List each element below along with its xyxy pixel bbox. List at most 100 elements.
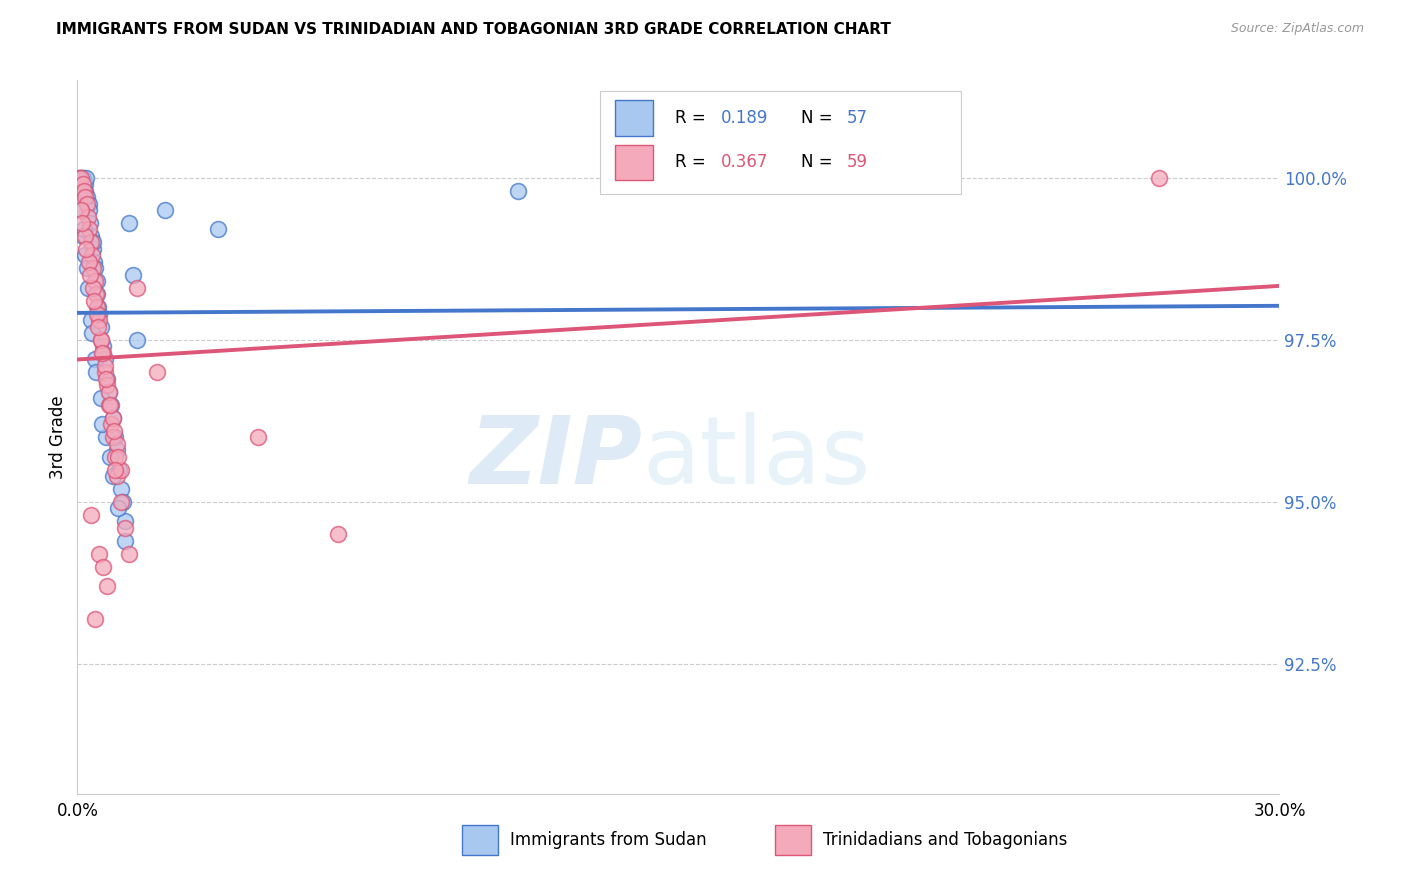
- Point: [114, 515, 136, 529]
- Point: [96, 378, 118, 392]
- Point: [94, 352, 117, 367]
- Point: [103, 430, 125, 444]
- Point: [86, 307, 108, 321]
- Point: [90, 319, 112, 334]
- Point: [75, 184, 97, 198]
- Text: 0.367: 0.367: [720, 153, 768, 171]
- Point: [110, 482, 132, 496]
- Point: [77, 210, 100, 224]
- Point: [83, 274, 105, 288]
- Point: [69, 202, 91, 217]
- Point: [94, 365, 117, 379]
- Point: [96, 430, 118, 444]
- Point: [127, 281, 149, 295]
- Point: [82, 261, 104, 276]
- Text: atlas: atlas: [643, 412, 870, 505]
- Point: [67, 170, 90, 185]
- Point: [1149, 170, 1171, 185]
- Point: [97, 384, 120, 399]
- Point: [104, 462, 127, 476]
- Point: [104, 450, 127, 464]
- Point: [67, 170, 90, 185]
- Point: [84, 612, 107, 626]
- Point: [83, 255, 105, 269]
- Point: [89, 313, 111, 327]
- Point: [80, 229, 103, 244]
- Point: [207, 222, 229, 236]
- Point: [70, 170, 93, 185]
- Point: [90, 333, 112, 347]
- Point: [72, 229, 94, 244]
- Point: [118, 216, 141, 230]
- Point: [73, 248, 96, 262]
- Point: [73, 184, 96, 198]
- Point: [114, 533, 136, 548]
- Point: [76, 196, 98, 211]
- Point: [118, 547, 141, 561]
- Point: [98, 398, 121, 412]
- Point: [86, 274, 108, 288]
- Point: [89, 307, 111, 321]
- Point: [101, 410, 124, 425]
- Point: [77, 281, 100, 295]
- Point: [77, 255, 100, 269]
- Point: [77, 196, 100, 211]
- Point: [91, 417, 114, 431]
- Point: [83, 293, 105, 308]
- Point: [103, 424, 125, 438]
- Bar: [614, 145, 654, 180]
- Point: [84, 352, 107, 367]
- Point: [70, 170, 93, 185]
- Point: [107, 443, 129, 458]
- Point: [79, 268, 101, 282]
- Point: [76, 261, 98, 276]
- Point: [84, 287, 107, 301]
- Text: R =: R =: [675, 109, 711, 127]
- Point: [93, 339, 115, 353]
- Point: [107, 469, 129, 483]
- Point: [87, 319, 110, 334]
- Point: [112, 495, 135, 509]
- Point: [79, 202, 101, 217]
- Point: [93, 345, 115, 359]
- Point: [73, 229, 96, 244]
- Point: [86, 301, 108, 315]
- Point: [96, 372, 118, 386]
- Text: IMMIGRANTS FROM SUDAN VS TRINIDADIAN AND TOBAGONIAN 3RD GRADE CORRELATION CHART: IMMIGRANTS FROM SUDAN VS TRINIDADIAN AND…: [56, 22, 891, 37]
- Point: [96, 372, 118, 386]
- Point: [80, 508, 103, 522]
- Point: [110, 495, 132, 509]
- Point: [101, 469, 124, 483]
- Point: [84, 365, 107, 379]
- Point: [98, 398, 121, 412]
- Text: N =: N =: [801, 109, 838, 127]
- Text: R =: R =: [675, 153, 711, 171]
- Point: [107, 450, 129, 464]
- Point: [96, 579, 118, 593]
- Point: [82, 248, 104, 262]
- Point: [127, 333, 149, 347]
- Point: [80, 326, 103, 341]
- Point: [91, 345, 114, 359]
- Point: [79, 216, 101, 230]
- Point: [79, 313, 101, 327]
- Point: [82, 235, 104, 250]
- Point: [75, 190, 97, 204]
- Point: [107, 501, 129, 516]
- Bar: [614, 100, 654, 136]
- Text: ZIP: ZIP: [470, 412, 643, 505]
- Point: [82, 242, 104, 256]
- Point: [508, 184, 530, 198]
- Text: Trinidadians and Tobagonians: Trinidadians and Tobagonians: [823, 830, 1067, 848]
- Point: [103, 410, 125, 425]
- Point: [90, 333, 112, 347]
- Point: [87, 301, 110, 315]
- Point: [100, 398, 122, 412]
- Point: [79, 235, 101, 250]
- Point: [155, 202, 177, 217]
- Bar: [775, 824, 811, 855]
- Point: [86, 287, 108, 301]
- Text: N =: N =: [801, 153, 838, 171]
- Point: [75, 242, 97, 256]
- Point: [104, 430, 127, 444]
